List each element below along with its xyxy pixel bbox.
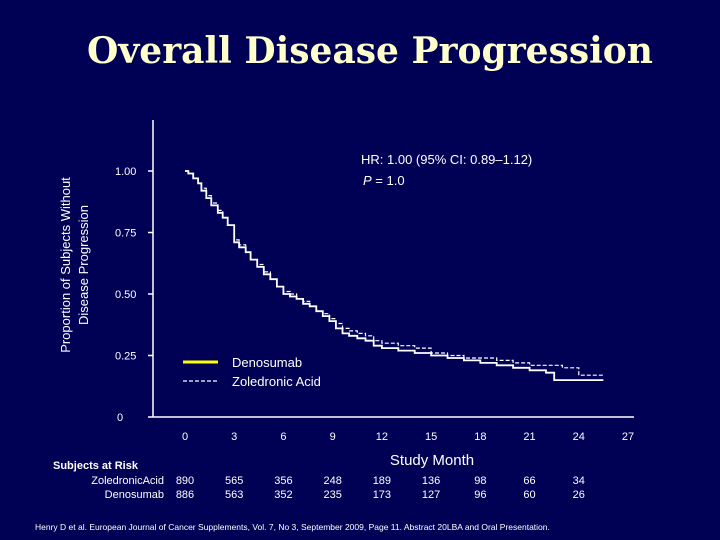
risk-value: 66 <box>523 475 536 487</box>
x-tick-label: 6 <box>280 431 286 443</box>
series-line-zoledronic-acid <box>185 170 604 376</box>
x-tick-label: 24 <box>573 431 585 443</box>
hr-text: HR: 1.00 (95% CI: 0.89–1.12) <box>361 152 532 167</box>
x-tick-label: 21 <box>523 431 535 443</box>
x-tick-label: 18 <box>474 431 486 443</box>
x-tick-label: 27 <box>622 431 634 443</box>
p-value-number: = 1.0 <box>372 173 405 188</box>
risk-value: 98 <box>474 475 487 487</box>
y-tick-label: 0.75 <box>115 228 136 240</box>
risk-value: 173 <box>372 489 392 501</box>
x-tick-label: 0 <box>182 431 188 443</box>
p-value-label: P <box>363 173 372 188</box>
risk-row-label-zoledronic-acid: ZoledronicAcid <box>91 475 164 487</box>
risk-value: 127 <box>421 489 441 501</box>
y-axis-label-line-2: Disease Progression <box>76 205 91 325</box>
slide-title: Overall Disease Progression <box>87 30 653 72</box>
risk-value: 189 <box>372 475 392 487</box>
legend-label-zoledronic-acid: Zoledronic Acid <box>232 374 321 389</box>
risk-table-header: Subjects at Risk <box>53 460 138 472</box>
risk-value: 565 <box>225 475 244 487</box>
risk-value: 136 <box>421 475 441 487</box>
risk-value: 34 <box>572 475 585 487</box>
x-tick-label: 9 <box>330 431 336 443</box>
chart-ticks-layer: 0 0.25 0.50 0.75 1.00 0 3 6 9 12 15 18 21 24 27 <box>115 166 634 443</box>
citation: Henry D et al. European Journal of Cance… <box>35 522 550 532</box>
risk-value: 248 <box>323 475 342 487</box>
risk-value: 96 <box>474 489 487 501</box>
chart-series-layer <box>185 170 604 381</box>
y-tick-label: 1.00 <box>115 166 136 178</box>
x-axis-label: Study Month <box>390 452 474 469</box>
p-value-text: P = 1.0 <box>363 173 405 188</box>
x-tick-label: 3 <box>231 431 237 443</box>
risk-value: 60 <box>523 489 536 501</box>
y-tick-label: 0.25 <box>115 351 136 363</box>
risk-row-label-denosumab: Denosumab <box>104 489 164 501</box>
y-axis-label-line-1: Proportion of Subjects Without <box>58 177 73 353</box>
chart-legend: Denosumab Zoledronic Acid <box>183 355 321 389</box>
risk-value: 235 <box>323 489 342 501</box>
x-tick-label: 15 <box>425 431 437 443</box>
y-tick-label: 0.50 <box>115 289 136 301</box>
risk-value: 356 <box>274 475 293 487</box>
x-tick-label: 12 <box>376 431 388 443</box>
series-line-denosumab <box>185 170 604 381</box>
risk-value: 352 <box>274 489 293 501</box>
risk-value: 26 <box>572 489 585 501</box>
risk-value: 563 <box>225 489 244 501</box>
legend-label-denosumab: Denosumab <box>232 355 302 370</box>
chart-axes <box>152 120 634 418</box>
risk-value: 890 <box>175 475 195 487</box>
hr-annotation: HR: 1.00 (95% CI: 0.89–1.12) P = 1.0 <box>361 152 532 188</box>
risk-value: 886 <box>175 489 195 501</box>
y-tick-label: 0 <box>117 412 123 424</box>
